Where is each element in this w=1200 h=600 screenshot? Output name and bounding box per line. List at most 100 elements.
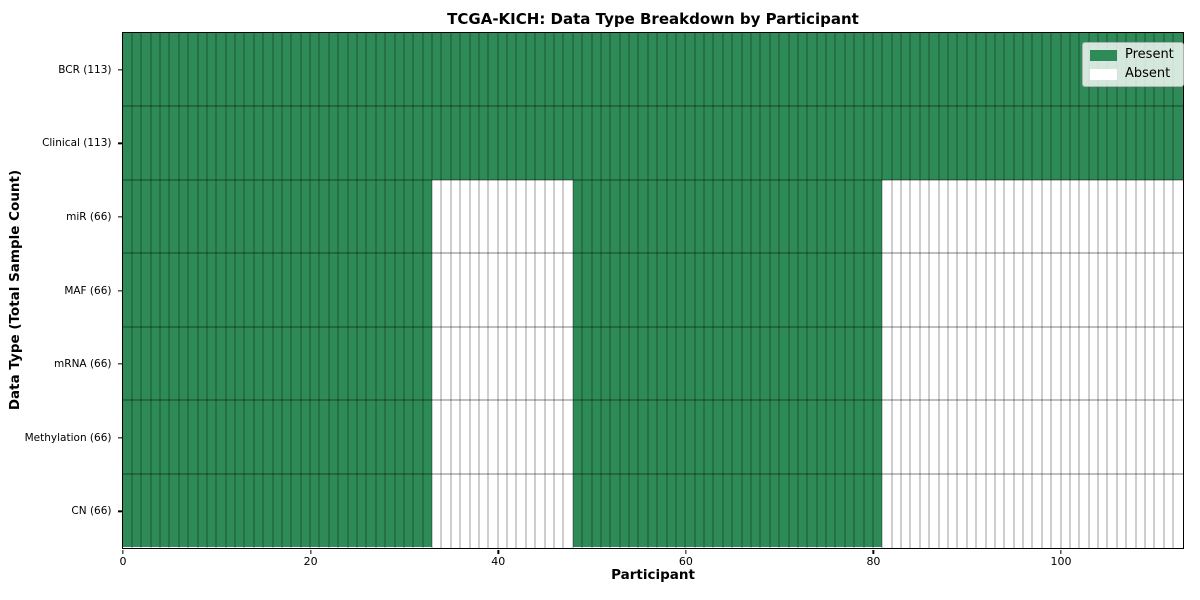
participant-gridline — [1022, 32, 1024, 548]
x-tick-label: 20 — [303, 555, 318, 568]
y-tick-mark — [117, 142, 122, 144]
participant-gridline — [328, 32, 330, 548]
participant-gridline — [966, 32, 968, 548]
y-tick-label: BCR (113) — [58, 63, 112, 76]
presence-segment — [882, 473, 1183, 548]
legend-label: Absent — [1125, 66, 1171, 81]
participant-gridline — [619, 32, 621, 548]
x-tick-mark — [122, 549, 124, 554]
x-tick-mark — [309, 549, 312, 554]
participant-gridline — [253, 32, 255, 548]
row-separator — [122, 105, 1183, 107]
participant-gridline — [1069, 32, 1071, 548]
participant-gridline — [741, 32, 743, 548]
participant-gridline — [562, 32, 564, 548]
legend-entry: Absent — [1090, 67, 1174, 81]
participant-gridline — [403, 32, 405, 548]
participant-gridline — [365, 32, 367, 548]
participant-gridline — [647, 32, 649, 548]
participant-gridline — [1106, 32, 1108, 548]
participant-gridline — [394, 32, 396, 548]
participant-gridline — [478, 32, 480, 548]
presence-segment — [572, 473, 883, 548]
participant-gridline — [159, 32, 161, 548]
participant-gridline — [1163, 32, 1165, 548]
participant-gridline — [384, 32, 386, 548]
y-tick-label: CN (66) — [71, 505, 112, 518]
x-tick-label: 0 — [119, 555, 127, 568]
x-tick-mark — [1060, 549, 1062, 554]
presence-segment — [122, 106, 1183, 180]
participant-gridline — [909, 32, 911, 548]
participant-gridline — [712, 32, 714, 548]
participant-gridline — [1078, 32, 1080, 548]
participant-gridline — [140, 32, 142, 548]
participant-gridline — [844, 32, 846, 548]
y-tick-mark — [117, 216, 122, 218]
participant-gridline — [1144, 32, 1146, 548]
participant-gridline — [206, 32, 208, 548]
participant-gridline — [197, 32, 199, 548]
participant-gridline — [1003, 32, 1005, 548]
participant-gridline — [750, 32, 752, 548]
participant-gridline — [694, 32, 696, 548]
presence-segment — [432, 400, 573, 474]
participant-gridline — [666, 32, 668, 548]
participant-gridline — [928, 32, 930, 548]
participant-gridline — [1125, 32, 1127, 548]
participant-gridline — [272, 32, 274, 548]
participant-gridline — [778, 32, 780, 548]
participant-gridline — [534, 32, 536, 548]
participant-gridline — [215, 32, 217, 548]
participant-gridline — [881, 32, 883, 548]
participant-gridline — [1097, 32, 1099, 548]
participant-gridline — [788, 32, 790, 548]
participant-gridline — [178, 32, 180, 548]
x-tick-label: 60 — [678, 555, 693, 568]
participant-gridline — [412, 32, 414, 548]
presence-segment — [432, 253, 573, 327]
participant-gridline — [591, 32, 593, 548]
participant-gridline — [900, 32, 902, 548]
participant-gridline — [891, 32, 893, 548]
presence-segment — [572, 400, 883, 474]
participant-gridline — [628, 32, 630, 548]
y-tick-mark — [117, 289, 122, 292]
participant-gridline — [150, 32, 152, 548]
participant-gridline — [956, 32, 958, 548]
participant-gridline — [975, 32, 977, 548]
presence-segment — [122, 32, 1183, 107]
plot-area — [121, 31, 1184, 549]
participant-gridline — [853, 32, 855, 548]
participant-gridline — [1153, 32, 1155, 548]
participant-gridline — [834, 32, 836, 548]
presence-segment — [122, 326, 433, 401]
participant-gridline — [337, 32, 339, 548]
participant-gridline — [262, 32, 264, 548]
y-tick-label: mRNA (66) — [54, 358, 112, 371]
presence-segment — [882, 179, 1183, 254]
participant-gridline — [731, 32, 733, 548]
y-tick-label: MAF (66) — [64, 284, 112, 297]
participant-gridline — [131, 32, 133, 548]
y-tick-mark — [117, 436, 122, 439]
participant-gridline — [1088, 32, 1090, 548]
participant-gridline — [347, 32, 349, 548]
participant-gridline — [544, 32, 546, 548]
presence-segment — [122, 473, 433, 548]
chart-title: TCGA-KICH: Data Type Breakdown by Partic… — [447, 10, 859, 28]
x-axis: 0 20 40 60 80 100 — [119, 548, 1183, 574]
legend-swatch-present — [1090, 49, 1117, 61]
participant-gridline — [759, 32, 761, 548]
participant-gridline — [1041, 32, 1043, 548]
participant-gridline — [356, 32, 358, 548]
presence-segment — [882, 326, 1183, 401]
row-separator — [122, 473, 1183, 475]
presence-segment — [882, 253, 1183, 327]
y-tick-mark — [117, 510, 122, 512]
legend-label: Present — [1125, 47, 1174, 62]
y-tick-label: Methylation (66) — [24, 431, 112, 444]
presence-segment — [122, 253, 433, 327]
participant-gridline — [769, 32, 771, 548]
participant-gridline — [281, 32, 283, 548]
